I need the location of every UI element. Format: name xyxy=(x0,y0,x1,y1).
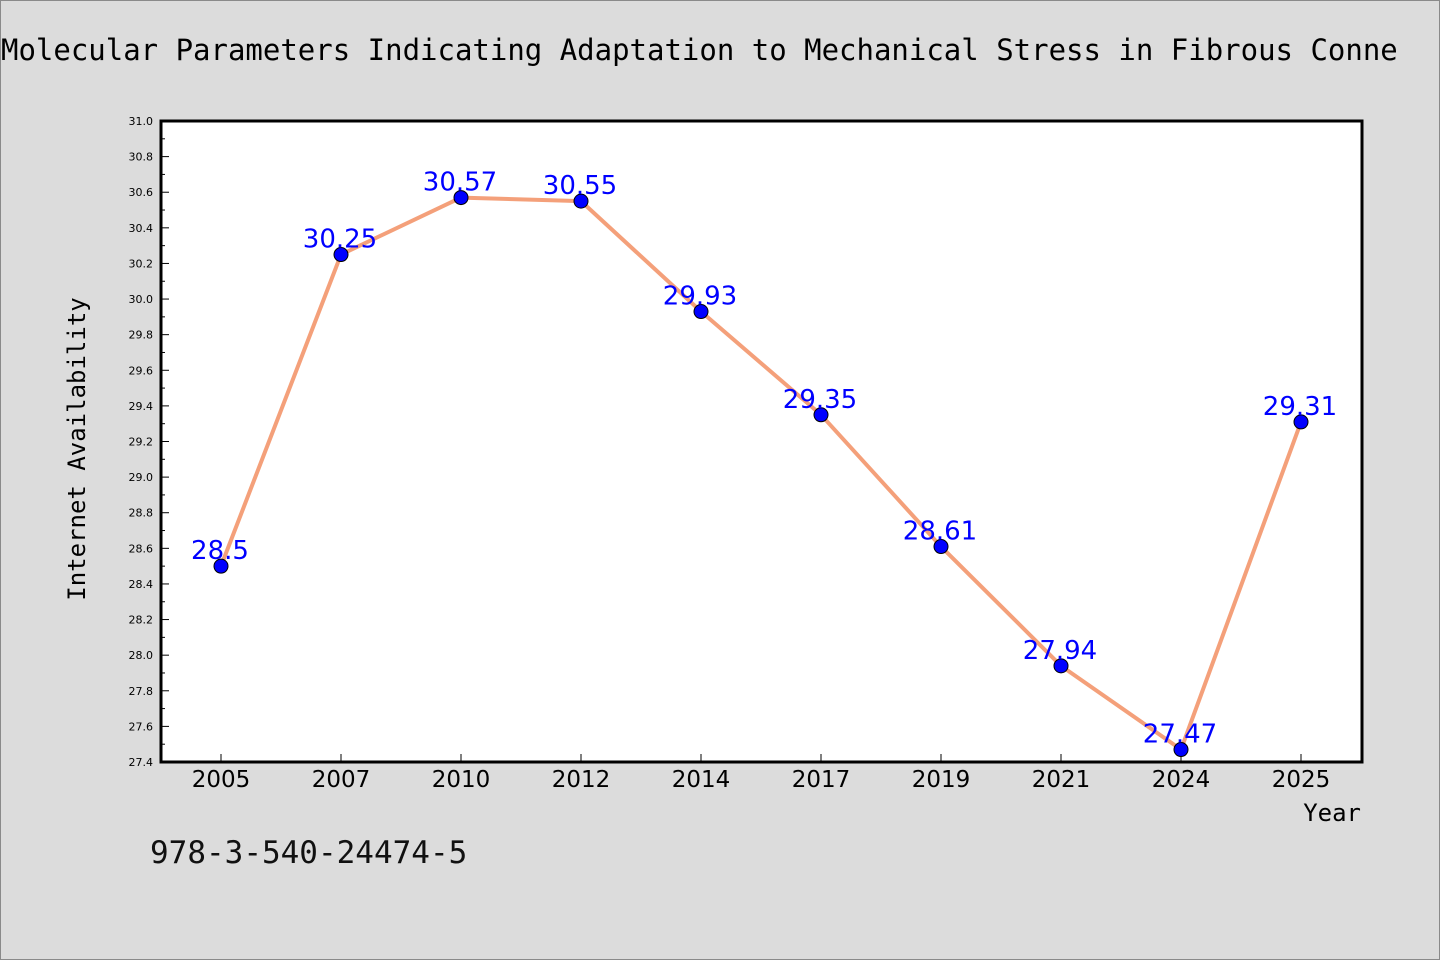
data-point xyxy=(693,304,709,320)
data-label: 27.47 xyxy=(1143,720,1217,750)
y-tick-label: 30.0 xyxy=(129,293,154,306)
data-point xyxy=(573,193,589,209)
plot-area xyxy=(159,119,1364,764)
y-tick-label: 30.4 xyxy=(129,222,154,235)
x-tick-label: 2007 xyxy=(312,767,371,793)
y-tick-label: 31.0 xyxy=(129,115,154,128)
x-tick-label: 2024 xyxy=(1152,767,1211,793)
y-tick-label: 28.6 xyxy=(129,542,154,555)
y-tick-label: 30.8 xyxy=(129,151,154,164)
y-tick-label: 29.2 xyxy=(129,436,154,449)
series-markers xyxy=(213,190,1309,758)
x-tick-label: 2014 xyxy=(672,767,731,793)
y-tick-label: 27.4 xyxy=(129,756,154,769)
isbn-text: 978-3-540-24474-5 xyxy=(150,835,468,871)
x-tick-label: 2017 xyxy=(792,767,851,793)
data-point xyxy=(1053,658,1069,674)
y-tick-label: 29.4 xyxy=(129,400,154,413)
x-tick-label: 2021 xyxy=(1032,767,1091,793)
data-point xyxy=(453,190,469,206)
data-label: 27.94 xyxy=(1023,636,1097,666)
y-tick-label: 29.6 xyxy=(129,364,154,377)
y-tick-label: 30.6 xyxy=(129,186,154,199)
data-point xyxy=(213,558,229,574)
data-point xyxy=(1173,742,1189,758)
x-tick-label: 2025 xyxy=(1272,767,1331,793)
y-tick-label: 27.6 xyxy=(129,720,154,733)
data-label: 28.61 xyxy=(903,517,977,547)
x-tick-label: 2010 xyxy=(432,767,491,793)
y-tick-label: 27.8 xyxy=(129,685,154,698)
data-label: 30.25 xyxy=(303,225,377,255)
x-axis-label: Year xyxy=(1303,799,1361,827)
chart-title: Molecular Parameters Indicating Adaptati… xyxy=(1,33,1398,67)
y-axis-label: Internet Availability xyxy=(63,297,91,600)
data-point xyxy=(1293,414,1309,430)
data-label: 30.57 xyxy=(423,168,497,198)
series-line xyxy=(219,195,1303,752)
data-point xyxy=(813,407,829,423)
y-tick-label: 30.2 xyxy=(129,257,154,270)
y-tick-label: 29.0 xyxy=(129,471,154,484)
data-label: 29.93 xyxy=(663,282,737,312)
x-tick-label: 2019 xyxy=(912,767,971,793)
y-tick-label: 29.8 xyxy=(129,329,154,342)
y-axis: 27.4 27.6 27.8 28.0 28.2 28.4 28.6 28.8 29.0 29.2… xyxy=(129,115,169,769)
data-point xyxy=(333,247,349,263)
x-axis: 2005 2007 2010 2012 2014 2017 2019 2021 2024 2025 xyxy=(192,754,1331,793)
data-label: 30.55 xyxy=(543,171,617,201)
y-tick-label: 28.2 xyxy=(129,614,154,627)
data-point xyxy=(933,539,949,555)
x-tick-label: 2012 xyxy=(552,767,611,793)
y-tick-label: 28.4 xyxy=(129,578,154,591)
data-labels: 28.5 30.25 30.57 30.55 29.93 29.35 28.61 27.94 2… xyxy=(191,168,1337,750)
y-tick-label: 28.8 xyxy=(129,507,154,520)
data-label: 28.5 xyxy=(191,536,249,566)
x-tick-label: 2005 xyxy=(192,767,251,793)
y-tick-label: 28.0 xyxy=(129,649,154,662)
data-label: 29.31 xyxy=(1263,392,1337,422)
data-label: 29.35 xyxy=(783,385,857,415)
